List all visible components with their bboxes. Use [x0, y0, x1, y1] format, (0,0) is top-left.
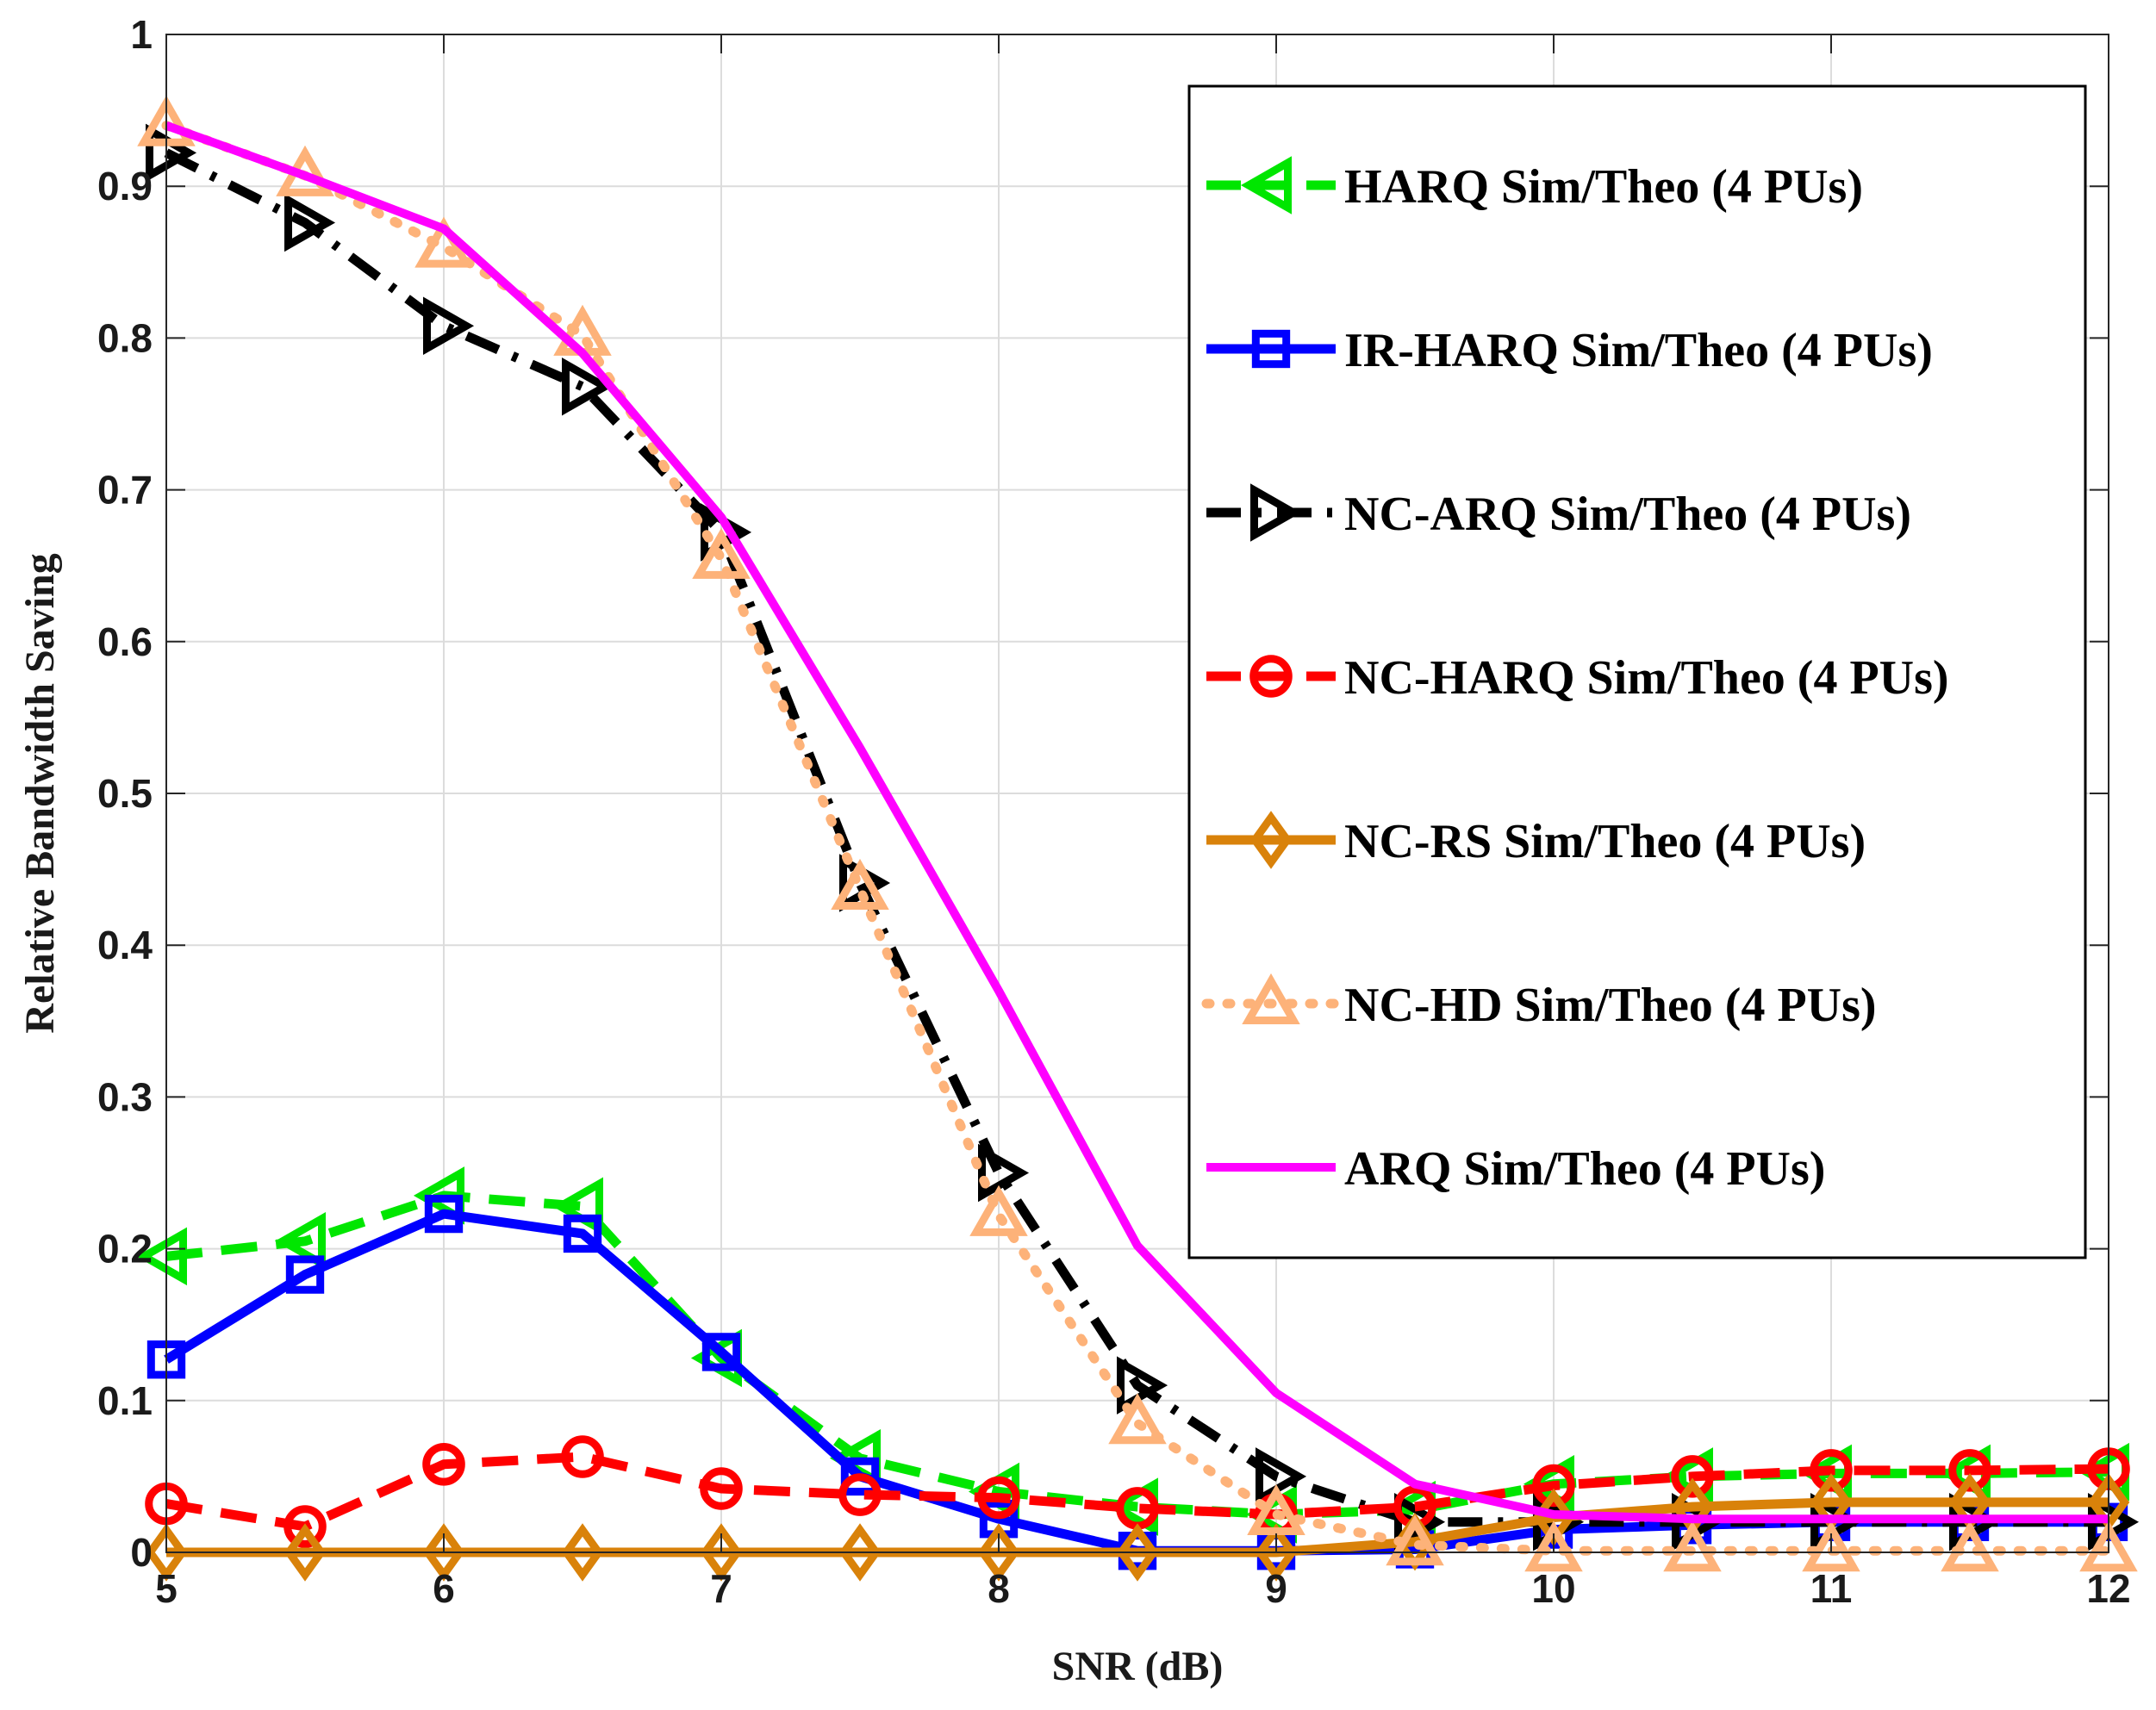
- legend-entry-1: IR-HARQ Sim/Theo (4 PUs): [1206, 324, 1933, 377]
- legend-marker-4: [1249, 811, 1293, 869]
- legend-marker-3: [1249, 655, 1293, 698]
- series-5-point-7: [1108, 1393, 1167, 1445]
- legend-label-4: NC-RS Sim/Theo (4 PUs): [1344, 815, 1866, 868]
- series-5-point-9: [1386, 1514, 1444, 1566]
- x-tick-label-0: 5: [155, 1566, 178, 1611]
- y-tick-label-0: 0: [130, 1530, 153, 1575]
- legend-label-5: NC-HD Sim/Theo (4 PUs): [1344, 979, 1877, 1032]
- x-tick-label-6: 11: [1810, 1566, 1853, 1611]
- x-tick-label-1: 6: [433, 1566, 455, 1611]
- legend-box: [1187, 84, 2087, 1259]
- x-tick-label-7: 12: [2086, 1566, 2130, 1611]
- y-axis-label: Relative Bandwidth Saving: [17, 553, 63, 1033]
- axis-ticks: [165, 34, 2109, 1553]
- x-tick-label-3: 8: [988, 1566, 1010, 1611]
- legend-entry-6: ARQ Sim/Theo (4 PUs): [1206, 1142, 1825, 1196]
- legend-entry-2: NC-ARQ Sim/Theo (4 PUs): [1206, 483, 1911, 542]
- plot-series: [135, 95, 2140, 1582]
- legend-marker-5: [1242, 973, 1300, 1024]
- y-tick-label-1: 0.1: [97, 1378, 153, 1423]
- series-5: [137, 95, 2138, 1572]
- legend: HARQ Sim/Theo (4 PUs) IR-HARQ Sim/Theo (4…: [1187, 84, 2087, 1259]
- series-5-point-13: [1941, 1520, 1999, 1572]
- series-2-point-3: [562, 358, 614, 416]
- series-4-point-2: [422, 1523, 465, 1582]
- series-2-point-8: [1256, 1447, 1307, 1506]
- series-5-point-5: [831, 858, 889, 911]
- series-6: [165, 121, 2109, 1524]
- series-3-point-4: [700, 1467, 743, 1510]
- series-line-3: [165, 1452, 2109, 1532]
- series-3-point-11: [1671, 1455, 1714, 1498]
- legend-label-0: HARQ Sim/Theo (4 PUs): [1344, 160, 1863, 214]
- legend-label-1: IR-HARQ Sim/Theo (4 PUs): [1344, 324, 1933, 377]
- legend-entry-0: HARQ Sim/Theo (4 PUs): [1206, 156, 1863, 215]
- legend-marker-0: [1240, 156, 1292, 215]
- series-4-point-7: [1116, 1523, 1159, 1582]
- x-tick-label-4: 9: [1265, 1566, 1287, 1611]
- legend-entry-5: NC-HD Sim/Theo (4 PUs): [1201, 973, 1877, 1032]
- series-5-point-6: [969, 1185, 1028, 1236]
- y-tick-label-4: 0.4: [97, 923, 153, 967]
- series-5-point-12: [1802, 1520, 1860, 1572]
- series-2-point-2: [423, 296, 475, 356]
- legend-entry-3: NC-HARQ Sim/Theo (4 PUs): [1206, 651, 1949, 705]
- legend-label-3: NC-HARQ Sim/Theo (4 PUs): [1344, 651, 1949, 705]
- series-4-point-5: [838, 1523, 882, 1582]
- axis-tick-labels: 5 6 7 8 9 10 11 12 0 0.1 0.2 0.3 0.4 0.5 0.6 0.7 0.8 0.9 1: [97, 12, 2131, 1611]
- legend-label-6: ARQ Sim/Theo (4 PUs): [1344, 1142, 1825, 1196]
- y-tick-label-5: 0.5: [97, 771, 153, 816]
- legend-marker-1: [1251, 329, 1291, 369]
- series-4-point-8: [1255, 1523, 1298, 1582]
- series-3-point-13: [1948, 1449, 1991, 1492]
- y-tick-label-6: 0.6: [97, 619, 153, 664]
- series-5-point-11: [1663, 1520, 1722, 1572]
- series-3-point-1: [284, 1505, 327, 1548]
- series-5-point-8: [1247, 1483, 1305, 1535]
- y-tick-label-8: 0.8: [97, 315, 153, 360]
- series-1-point-4: [701, 1333, 741, 1371]
- series-5-point-10: [1524, 1520, 1583, 1572]
- x-tick-label-5: 10: [1531, 1566, 1575, 1611]
- series-3-point-5: [838, 1473, 882, 1516]
- series-2-point-1: [284, 193, 336, 252]
- series-0-point-1: [274, 1212, 326, 1271]
- series-4-point-3: [561, 1523, 604, 1582]
- series-1-point-1: [285, 1255, 325, 1294]
- series-3-point-3: [561, 1435, 604, 1478]
- series-3-point-6: [977, 1476, 1020, 1520]
- legend-marker-2: [1250, 483, 1302, 542]
- series-1-point-3: [563, 1214, 602, 1253]
- series-1-point-5: [840, 1457, 880, 1496]
- series-2-point-6: [978, 1143, 1030, 1203]
- series-3-point-12: [1810, 1449, 1853, 1492]
- series-4-point-1: [284, 1523, 327, 1582]
- y-tick-label-7: 0.7: [97, 468, 153, 513]
- series-4-point-4: [700, 1523, 743, 1582]
- legend-entry-4: NC-RS Sim/Theo (4 PUs): [1206, 811, 1866, 869]
- y-tick-label-2: 0.2: [97, 1227, 153, 1272]
- y-tick-label-10: 1: [130, 12, 153, 57]
- series-line-0: [165, 1191, 2109, 1520]
- legend-label-2: NC-ARQ Sim/Theo (4 PUs): [1344, 488, 1911, 541]
- series-line-5: [161, 121, 2114, 1556]
- x-tick-label-2: 7: [710, 1566, 732, 1611]
- series-2-point-7: [1117, 1356, 1168, 1415]
- series-4-point-0: [145, 1523, 188, 1582]
- series-3-point-2: [422, 1443, 465, 1486]
- x-axis-label: SNR (dB): [1052, 1644, 1224, 1689]
- series-3-point-10: [1532, 1464, 1575, 1508]
- series-1-point-2: [424, 1194, 464, 1234]
- series-5-point-14: [2079, 1520, 2138, 1572]
- series-line-6: [165, 121, 2109, 1524]
- y-tick-label-9: 0.9: [97, 164, 153, 208]
- series-5-point-4: [692, 527, 751, 579]
- series-0-point-0: [135, 1227, 187, 1286]
- y-tick-label-3: 0.3: [97, 1074, 153, 1119]
- series-4-point-6: [977, 1523, 1020, 1582]
